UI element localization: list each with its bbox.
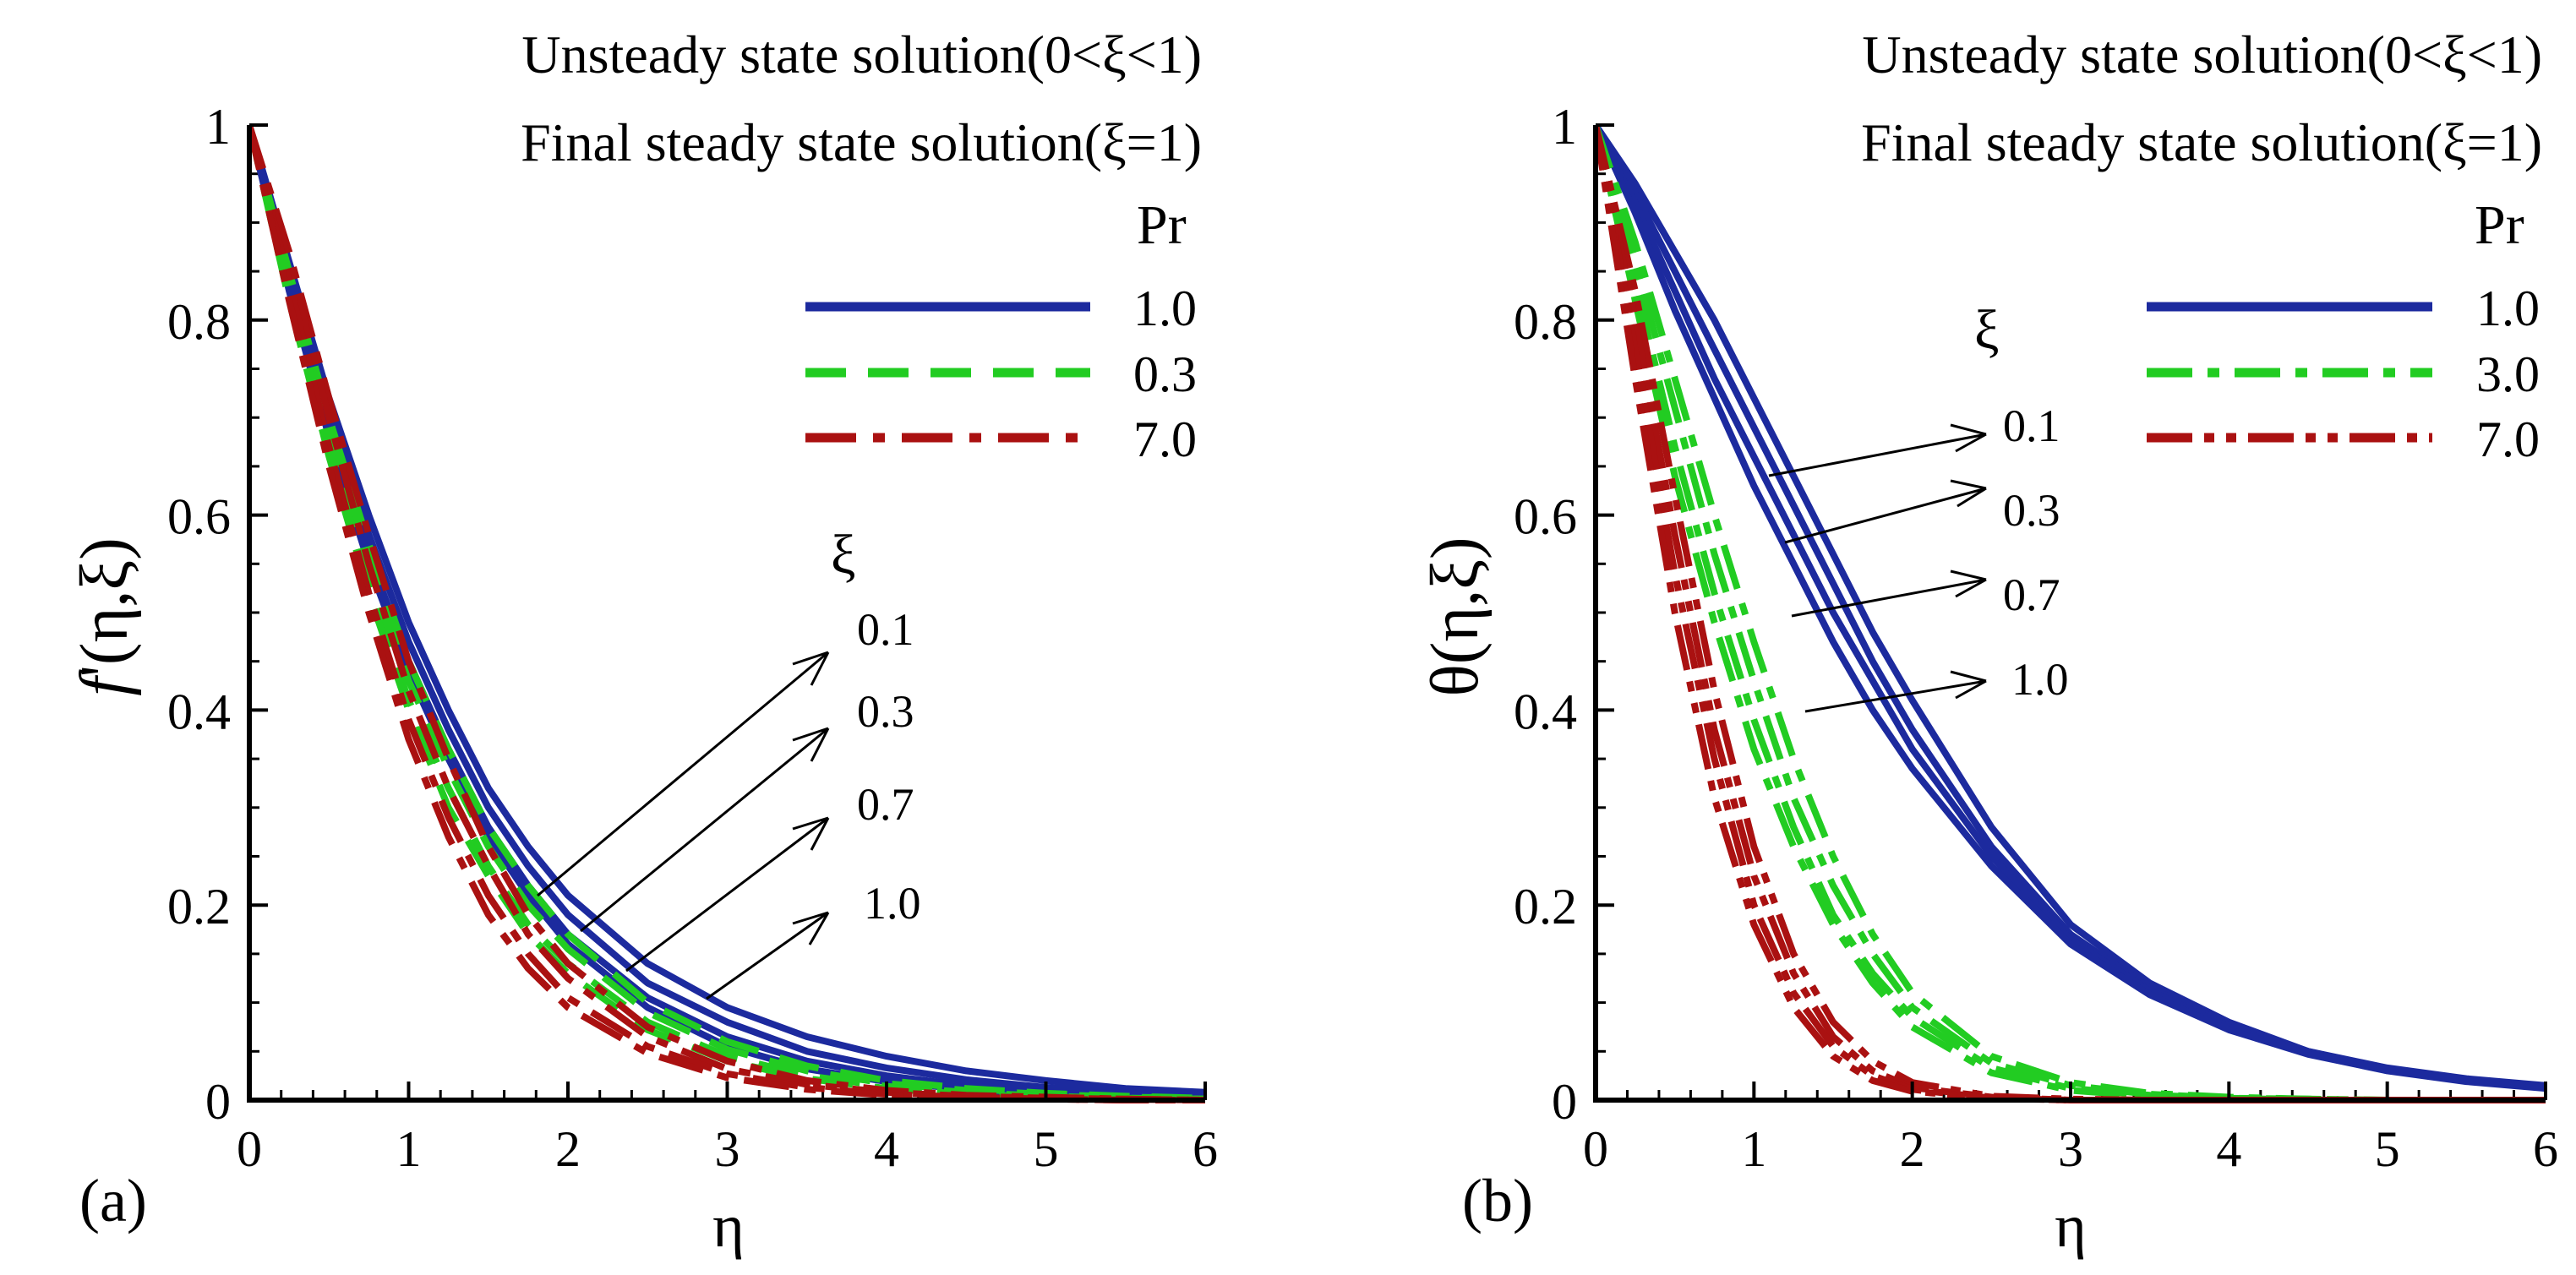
panel-b-x-tick-label-2: 1 (1741, 1121, 1766, 1177)
panel-a-y-tick-label-6: 1 (205, 99, 231, 155)
panel-b-legend-entry-1: 1.0 (2147, 281, 2540, 336)
panel-b-tick-labels: 0 1 2 3 4 5 6 0 0.2 0.4 0.6 0.8 1 (1514, 99, 2558, 1177)
panel-a-y-tick-label-1: 0 (205, 1074, 231, 1130)
panel-a-y-tick-label-4: 0.6 (167, 489, 231, 545)
panel-a-arrow-4 (706, 911, 830, 1000)
panel-a-arrow-2 (580, 727, 830, 933)
panel-b-x-tick-label-6: 5 (2375, 1121, 2400, 1177)
panel-b-annotation-1: Unsteady state solution(0<ξ<1) (1862, 25, 2542, 84)
panel-a-arrow-1 (537, 651, 830, 897)
panel-b-xi-arrows (1768, 423, 1987, 713)
panel-a-legend-title: Pr (1137, 194, 1187, 256)
panel-a-y-tick-label-2: 0.2 (167, 879, 231, 934)
panel-b-arrow-3 (1791, 569, 1987, 618)
panel-a-legend-entry-1: 1.0 (805, 281, 1197, 336)
panel-b-xi-label-1: 0.1 (2003, 400, 2060, 451)
panel-a-label: (a) (79, 1167, 147, 1234)
panel-b-series-8 (1596, 125, 2546, 1103)
panel-a-arrow-3 (625, 816, 830, 973)
panel-b-x-tick-label-3: 2 (1900, 1121, 1925, 1177)
panel-a-series-10 (249, 125, 1206, 1103)
panel-a-x-tick-label-1: 0 (237, 1121, 262, 1177)
panel-a-series-group (249, 125, 1206, 1103)
panel-b-arrow-4 (1804, 670, 1987, 713)
panel-a-x-tick-label-2: 1 (396, 1121, 422, 1177)
panel-b-label: (b) (1462, 1167, 1533, 1234)
panel-a-x-axis-label: η (712, 1192, 745, 1260)
panel-b-xi-title: ξ (1974, 299, 1999, 361)
panel-b-legend-label-3: 7.0 (2476, 411, 2540, 467)
panel-a-y-axis-label: f'(η,ξ) (68, 537, 142, 695)
panel-b-series-group (1596, 125, 2546, 1103)
panel-a-xi-label-2: 0.3 (857, 686, 914, 737)
panel-b-y-tick-label-4: 0.6 (1514, 489, 1577, 545)
panel-a-legend-entry-3: 7.0 (805, 411, 1197, 467)
panel-b-series-4 (1596, 125, 2546, 1092)
panel-b-legend-title: Pr (2475, 194, 2524, 256)
panel-b-minor-ticks (1596, 172, 2516, 1100)
panel-b-xi-label-2: 0.3 (2003, 485, 2060, 536)
panel-b-x-tick-label-4: 3 (2058, 1121, 2083, 1177)
panel-b-annotation-2: Final steady state solution(ξ=1) (1861, 112, 2542, 172)
panel-b: 0 1 2 3 4 5 6 0 0.2 0.4 0.6 0.8 1 Unsteady state sol… (1418, 25, 2558, 1260)
panel-b-series-9 (1596, 125, 2546, 1103)
panel-b-xi-label-3: 0.7 (2003, 569, 2060, 620)
panel-a-series-12 (249, 125, 1205, 1103)
panel-a-y-tick-label-5: 0.8 (167, 294, 231, 350)
panel-a-x-tick-label-7: 6 (1192, 1121, 1218, 1177)
panel-b-series-10 (1596, 125, 2546, 1103)
panel-a-x-tick-label-4: 3 (715, 1121, 740, 1177)
panel-a-tick-labels: 0 1 2 3 4 5 6 0 0.2 0.4 0.6 0.8 1 (167, 99, 1218, 1177)
panel-a-xi-label-4: 1.0 (864, 878, 921, 929)
panel-b-series-5 (1596, 125, 2546, 1103)
panel-b-y-tick-label-1: 0 (1552, 1074, 1577, 1130)
panel-b-arrow-2 (1784, 479, 1987, 544)
panel-a-series-6 (249, 125, 1206, 1102)
panel-a: 0 1 2 3 4 5 6 0 0.2 0.4 0.6 0.8 1 Unsteady state sol… (68, 25, 1218, 1260)
panel-a-legend-label-1: 1.0 (1133, 281, 1197, 336)
panel-a-xi-label-3: 0.7 (857, 779, 914, 830)
panel-a-legend-label-2: 0.3 (1133, 346, 1197, 402)
panel-a-xi-arrows (537, 651, 830, 1000)
panel-a-series-1 (249, 125, 1206, 1096)
panel-b-y-axis-label: θ(η,ξ) (1418, 537, 1493, 696)
panel-a-xi-label-1: 0.1 (857, 604, 914, 655)
panel-b-y-tick-label-3: 0.4 (1514, 684, 1577, 739)
panel-b-x-tick-label-7: 6 (2533, 1121, 2558, 1177)
panel-a-series-9 (249, 125, 1206, 1103)
panel-a-y-tick-label-3: 0.4 (167, 684, 231, 739)
panel-b-series-11 (1596, 125, 2546, 1103)
panel-a-legend-entry-2: 0.3 (805, 346, 1197, 402)
panel-b-xi-label-4: 1.0 (2011, 654, 2069, 705)
panel-a-x-tick-label-3: 2 (555, 1121, 581, 1177)
panel-b-x-tick-label-1: 0 (1583, 1121, 1608, 1177)
panel-b-legend-label-1: 1.0 (2476, 281, 2540, 336)
panel-b-y-tick-label-5: 0.8 (1514, 294, 1577, 350)
panel-a-legend-label-3: 7.0 (1133, 411, 1197, 467)
panel-b-x-axis-label: η (2055, 1192, 2087, 1260)
panel-a-y-axis-label-rest: '(η,ξ) (68, 537, 142, 677)
panel-b-legend-entry-2: 3.0 (2147, 346, 2540, 402)
panel-b-legend-label-2: 3.0 (2476, 346, 2540, 402)
panel-a-xi-title: ξ (831, 524, 855, 586)
panel-b-series-7 (1596, 125, 2546, 1103)
panel-b-legend-entry-3: 7.0 (2147, 411, 2540, 467)
panel-a-annotation-1: Unsteady state solution(0<ξ<1) (521, 25, 1202, 84)
panel-b-series-12 (1596, 125, 2546, 1103)
panel-a-x-tick-label-5: 4 (874, 1121, 899, 1177)
panel-a-annotation-2: Final steady state solution(ξ=1) (521, 112, 1202, 172)
panel-a-x-tick-label-6: 5 (1034, 1121, 1059, 1177)
panel-b-arrow-1 (1768, 423, 1987, 477)
panel-b-x-tick-label-5: 4 (2216, 1121, 2241, 1177)
panel-b-y-tick-label-6: 1 (1552, 99, 1577, 155)
panel-b-y-tick-label-2: 0.2 (1514, 879, 1577, 934)
panel-b-series-6 (1596, 125, 2546, 1103)
